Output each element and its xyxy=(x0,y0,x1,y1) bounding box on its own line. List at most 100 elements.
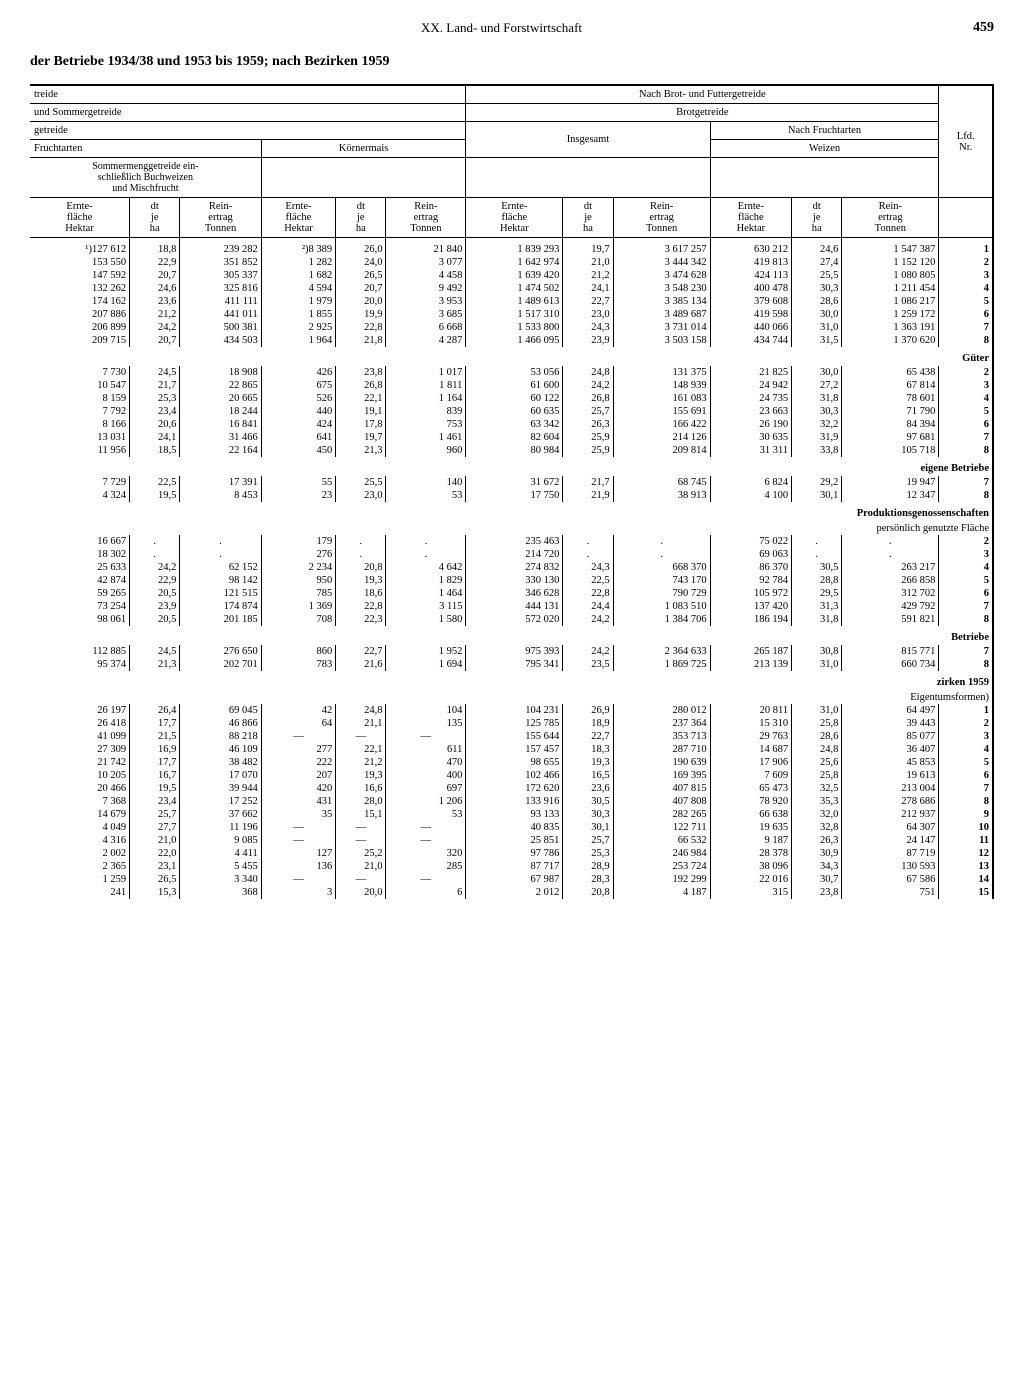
cell: 28,9 xyxy=(563,860,613,873)
cell: 148 939 xyxy=(613,379,710,392)
cell: 795 341 xyxy=(466,658,563,671)
cell: 21,3 xyxy=(130,658,180,671)
cell: 46 866 xyxy=(180,717,261,730)
cell: 8 xyxy=(939,489,993,502)
cell: 24,6 xyxy=(130,282,180,295)
cell: 1 829 xyxy=(386,574,466,587)
table-title: der Betriebe 1934/38 und 1953 bis 1959; … xyxy=(30,54,994,70)
cell: 274 832 xyxy=(466,561,563,574)
cell: 25,2 xyxy=(336,847,386,860)
cell: 25,5 xyxy=(792,269,842,282)
cell: — xyxy=(386,821,466,834)
cell: 20,7 xyxy=(336,282,386,295)
cell: 88 218 xyxy=(180,730,261,743)
cell: 28,6 xyxy=(792,295,842,308)
cell: 3 xyxy=(939,548,993,561)
cell: 675 xyxy=(261,379,335,392)
cell: 591 821 xyxy=(842,613,939,626)
cell: 24,1 xyxy=(563,282,613,295)
cell: 950 xyxy=(261,574,335,587)
cell: 1 952 xyxy=(386,645,466,658)
cell: 22 016 xyxy=(710,873,791,886)
cell: 7 xyxy=(939,476,993,489)
cell: 45 853 xyxy=(842,756,939,769)
cell: 29,2 xyxy=(792,476,842,489)
cell: 1 533 800 xyxy=(466,321,563,334)
cell: 440 xyxy=(261,405,335,418)
cell: 8 xyxy=(939,334,993,347)
cell: 201 185 xyxy=(180,613,261,626)
section-subtitle: Eigentumsformen) xyxy=(30,690,993,704)
cell: — xyxy=(261,873,335,886)
cell: 112 885 xyxy=(30,645,130,658)
cell: 25 851 xyxy=(466,834,563,847)
cell: 24,6 xyxy=(792,238,842,257)
cell: 24,2 xyxy=(130,561,180,574)
cell: 8 xyxy=(939,658,993,671)
cell: 239 282 xyxy=(180,238,261,257)
cell: 24,5 xyxy=(130,645,180,658)
cell: 19,7 xyxy=(336,431,386,444)
cell: 26,9 xyxy=(563,704,613,717)
cell: 353 713 xyxy=(613,730,710,743)
cell: . xyxy=(842,535,939,548)
cell: 21 840 xyxy=(386,238,466,257)
cell: 122 711 xyxy=(613,821,710,834)
cell: 24 147 xyxy=(842,834,939,847)
cell: 31,8 xyxy=(792,392,842,405)
cell: 21,7 xyxy=(130,379,180,392)
cell: 40 835 xyxy=(466,821,563,834)
cell: 3 617 257 xyxy=(613,238,710,257)
cell: 1 855 xyxy=(261,308,335,321)
cell: 137 420 xyxy=(710,600,791,613)
cell: 431 xyxy=(261,795,335,808)
cell: 3 474 628 xyxy=(613,269,710,282)
hdr-lfd: Lfd. Nr. xyxy=(939,85,993,198)
cell: 65 473 xyxy=(710,782,791,795)
cell: . xyxy=(842,548,939,561)
cell: 3 xyxy=(261,886,335,899)
cell: 21,3 xyxy=(336,444,386,457)
cell: 23,6 xyxy=(563,782,613,795)
hdr-getreide: getreide xyxy=(30,122,466,140)
cell: 21,5 xyxy=(130,730,180,743)
cell: 4 411 xyxy=(180,847,261,860)
cell: 31 672 xyxy=(466,476,563,489)
cell: 325 816 xyxy=(180,282,261,295)
cell: 1 363 191 xyxy=(842,321,939,334)
cell: 133 916 xyxy=(466,795,563,808)
cell: — xyxy=(261,821,335,834)
cell: 975 393 xyxy=(466,645,563,658)
cell: 1 869 725 xyxy=(613,658,710,671)
cell: 4 324 xyxy=(30,489,130,502)
cell: 407 808 xyxy=(613,795,710,808)
cell: 15 310 xyxy=(710,717,791,730)
cell: 19,3 xyxy=(336,574,386,587)
cell: — xyxy=(386,834,466,847)
cell: 21,9 xyxy=(563,489,613,502)
cell: 22,8 xyxy=(336,600,386,613)
cell: 14 687 xyxy=(710,743,791,756)
cell: 8 159 xyxy=(30,392,130,405)
cell: 82 604 xyxy=(466,431,563,444)
cell: 20 665 xyxy=(180,392,261,405)
table-body: ¹)127 61218,8239 282²)8 38926,021 8401 8… xyxy=(30,238,993,900)
cell: 136 xyxy=(261,860,335,873)
cell: . xyxy=(180,548,261,561)
cell: 20,8 xyxy=(336,561,386,574)
section-title: Produktionsgenossenschaften xyxy=(30,502,993,521)
cell: . xyxy=(563,535,613,548)
cell: 4 xyxy=(939,392,993,405)
cell: ¹)127 612 xyxy=(30,238,130,257)
cell: 411 111 xyxy=(180,295,261,308)
cell: 86 370 xyxy=(710,561,791,574)
hdr-re3: Rein- ertrag Tonnen xyxy=(613,198,710,238)
cell: 3 115 xyxy=(386,600,466,613)
cell: 29 763 xyxy=(710,730,791,743)
section-subtitle: persönlich genutzte Fläche xyxy=(30,521,993,535)
cell: 815 771 xyxy=(842,645,939,658)
cell: 26 418 xyxy=(30,717,130,730)
cell: 22,1 xyxy=(336,392,386,405)
cell: 39 944 xyxy=(180,782,261,795)
hdr-ef1: Ernte- fläche Hektar xyxy=(30,198,130,238)
